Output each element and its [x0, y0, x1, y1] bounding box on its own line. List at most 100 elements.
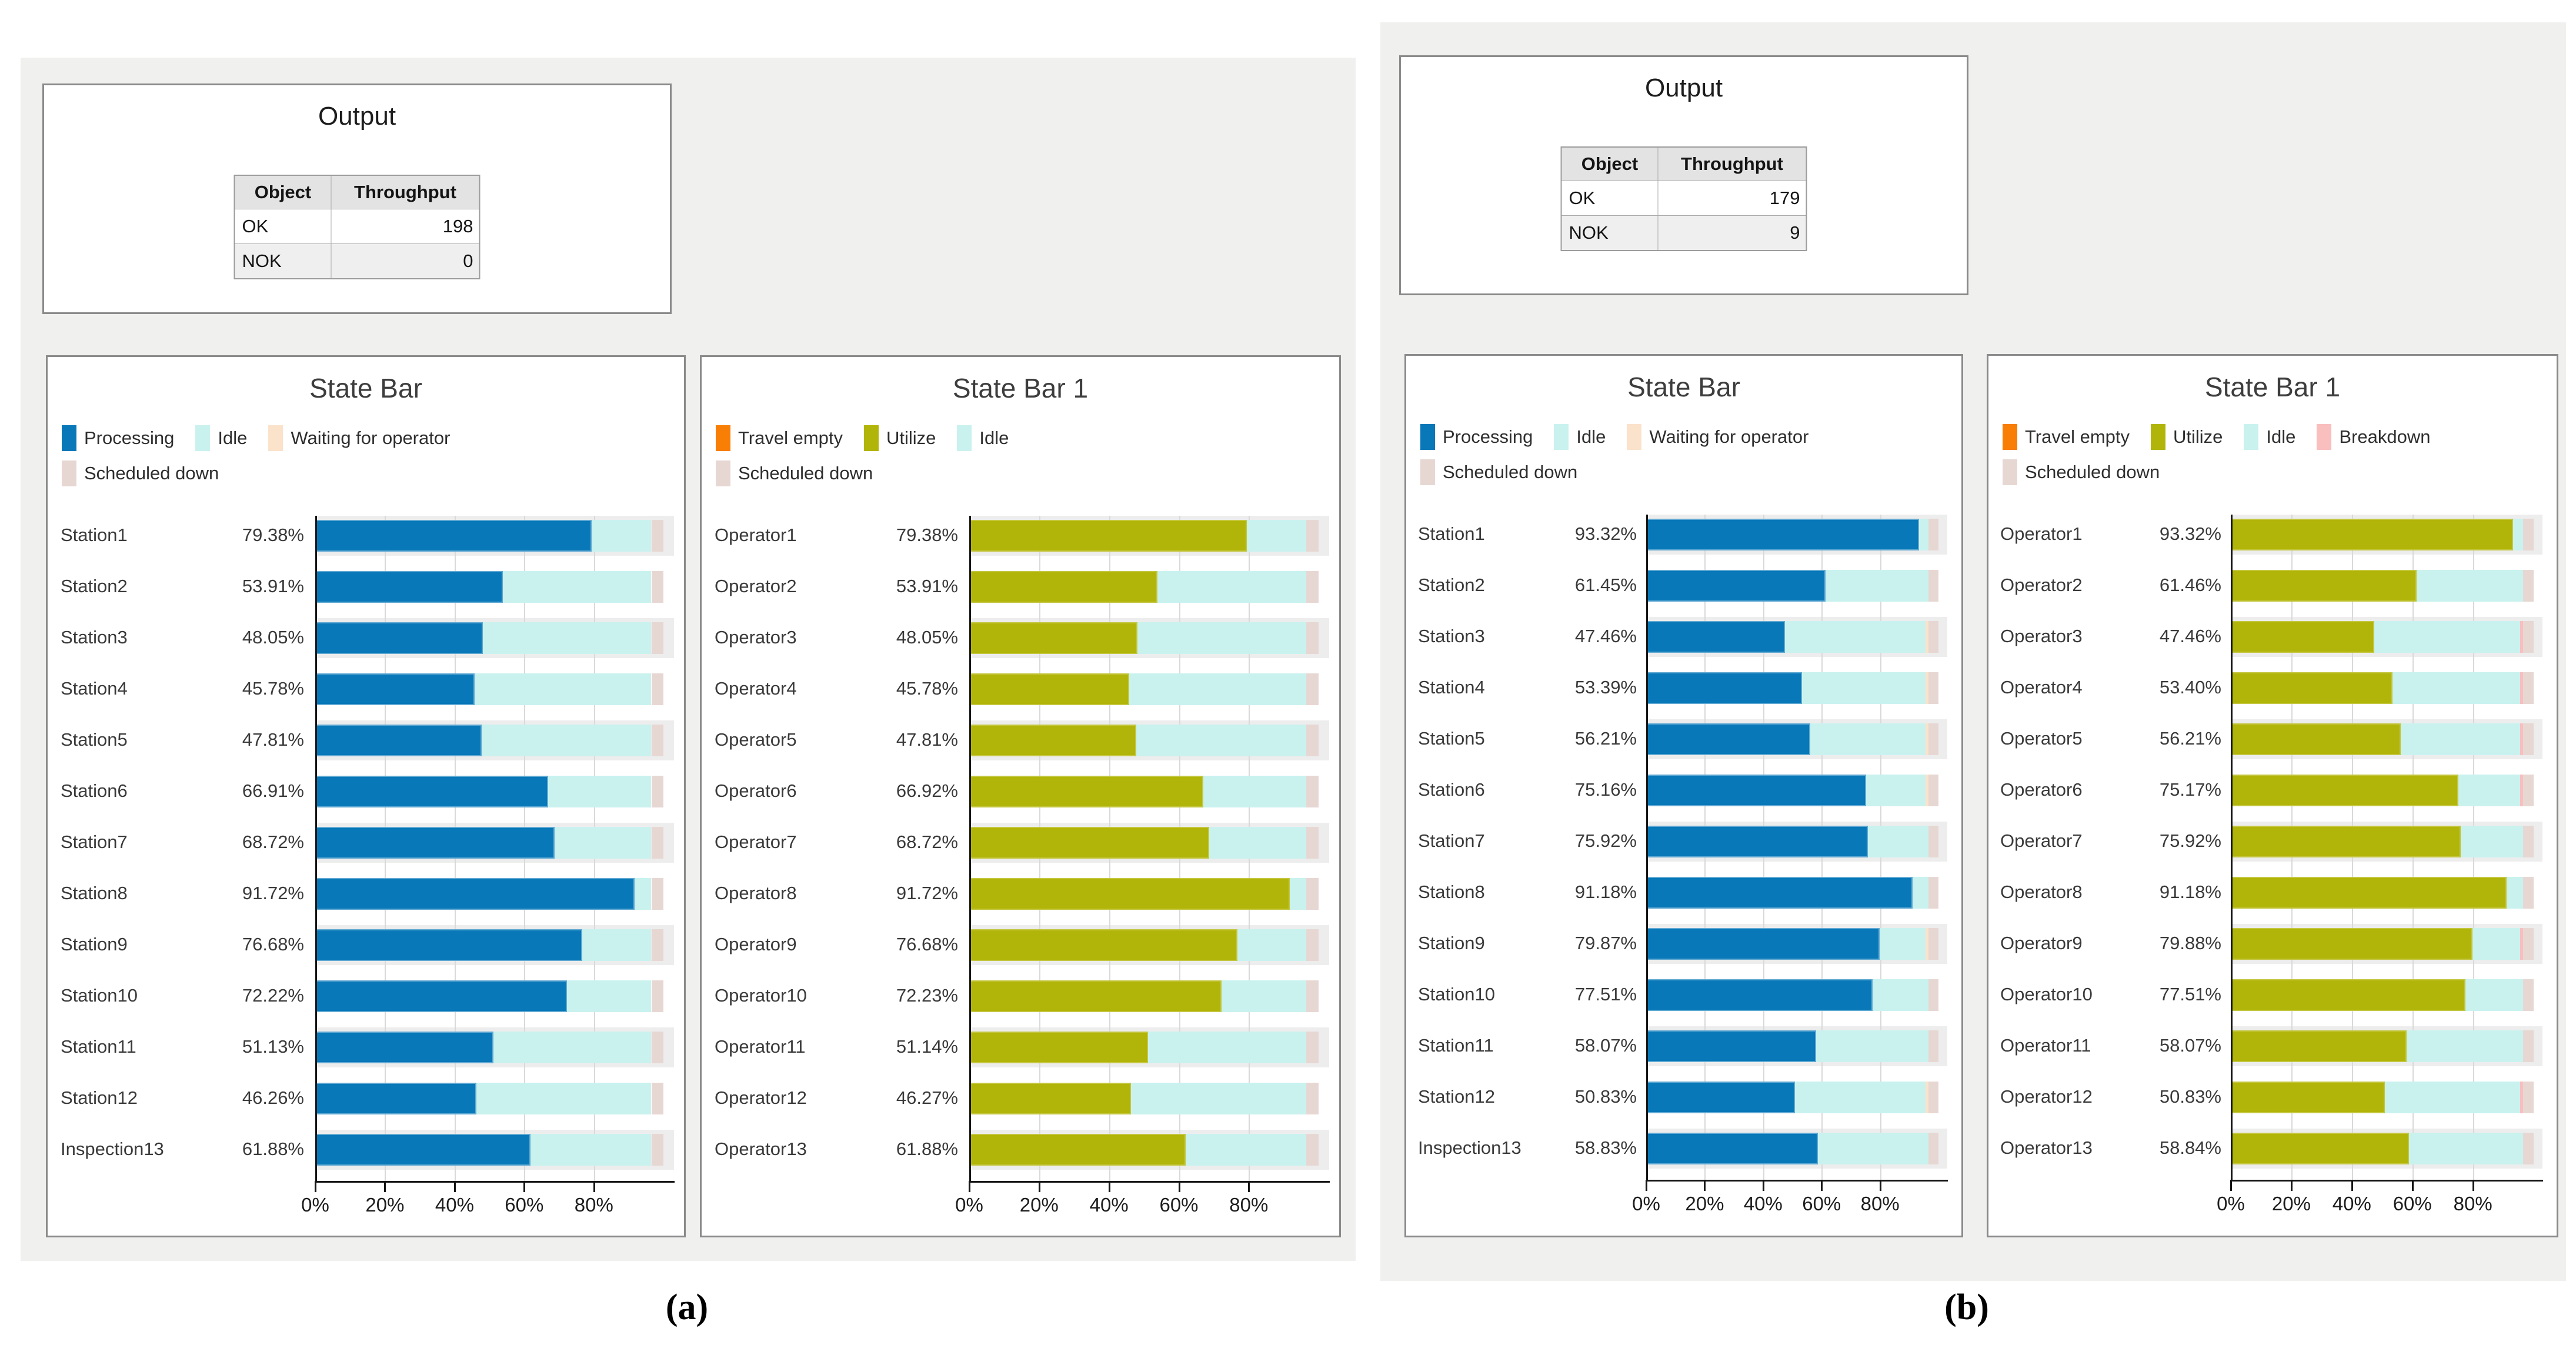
bar-segment-utilize — [2231, 672, 2393, 704]
bar-segment-scheduled — [2522, 979, 2534, 1011]
axis-tick-label: 60% — [505, 1194, 544, 1216]
axis-tick — [593, 1183, 595, 1192]
axis-tick-label: 60% — [1159, 1194, 1199, 1216]
legend-swatch-waiting — [1627, 424, 1642, 450]
bar-segment-scheduled — [1306, 1134, 1319, 1166]
bar-segment-processing — [315, 571, 503, 603]
chart-state-bar-b: State Bar Processing Idle Waiting for opera… — [1404, 354, 1963, 1237]
chart-title: State Bar — [309, 373, 422, 403]
bar-segment-scheduled — [1928, 826, 1939, 857]
bar-segment-idle — [1918, 519, 1928, 550]
axis-tick — [969, 1183, 970, 1192]
bar-segment-processing — [1646, 672, 1803, 704]
axis-tick-label: 80% — [1860, 1193, 1900, 1214]
legend-label: Scheduled down — [1443, 462, 1578, 482]
legend-label: Waiting for operator — [1649, 426, 1809, 447]
axis-tick-label: 20% — [2271, 1193, 2311, 1214]
axis-tick — [523, 1183, 526, 1192]
axis-tick — [1879, 1182, 1881, 1191]
legend-label: Utilize — [2173, 426, 2223, 447]
bar-segment-idle — [2458, 775, 2520, 806]
bar-row-value: 93.32% — [2159, 523, 2221, 544]
axis-tick — [315, 1183, 316, 1192]
bar-row-label: Operator11 — [715, 1036, 806, 1057]
bar-row-label: Station3 — [61, 627, 128, 648]
bar-segment-utilize — [969, 673, 1129, 705]
legend-item-waiting: Waiting for operator — [1627, 424, 1808, 450]
bar-segment-scheduled — [1928, 570, 1939, 602]
bar-row-value: 61.88% — [242, 1139, 304, 1159]
bar-row-value: 48.05% — [242, 627, 304, 648]
axis-tick — [1704, 1182, 1706, 1191]
bar-row-value: 91.18% — [1574, 882, 1637, 902]
bar-segment-scheduled — [651, 1134, 664, 1166]
bar-segment-idle — [548, 776, 652, 807]
bar-row-value: 79.87% — [1574, 933, 1637, 953]
bar-row-label: Operator5 — [2000, 728, 2083, 749]
output-box-b: Output Object Throughput OK 179 NOK 9 — [1399, 55, 1968, 295]
axis-tick-label: 20% — [1019, 1194, 1059, 1216]
bar-row-label: Operator2 — [2000, 575, 2083, 595]
output-cell-throughput: 179 — [1657, 181, 1807, 216]
bar-segment-processing — [1646, 877, 1913, 909]
axis-tick-label: 40% — [1089, 1194, 1129, 1216]
axis-tick — [384, 1183, 386, 1192]
legend-line-2: Scheduled down — [2003, 459, 2181, 485]
bar-segment-utilize — [969, 980, 1222, 1012]
bar-row-label: Station11 — [61, 1036, 136, 1057]
bar-segment-scheduled — [1306, 1032, 1319, 1063]
bar-segment-idle — [1157, 571, 1307, 603]
bar-segment-processing — [315, 776, 549, 807]
bar-segment-utilize — [2231, 723, 2401, 755]
chart-state-bar-1-a: State Bar 1 Travel empty Utilize Idle Schedu… — [700, 355, 1341, 1237]
bar-row-value: 58.83% — [1574, 1137, 1637, 1158]
bar-segment-scheduled — [651, 776, 664, 807]
axis-tick — [1248, 1183, 1250, 1192]
bar-row-value: 75.17% — [2159, 779, 2221, 800]
bar-segment-idle — [476, 1083, 652, 1114]
bar-segment-utilize — [969, 1032, 1148, 1063]
bar-segment-idle — [2408, 1133, 2523, 1164]
output-cell-object: NOK — [234, 243, 332, 279]
bar-segment-utilize — [969, 1134, 1186, 1166]
bar-segment-utilize — [969, 571, 1158, 603]
bar-row-value: 56.21% — [2159, 728, 2221, 749]
bar-row-label: Operator3 — [2000, 626, 2083, 646]
axis-tick-label: 60% — [2393, 1193, 2432, 1214]
bar-segment-scheduled — [651, 929, 664, 961]
caption-b: (b) — [1944, 1287, 1989, 1327]
bar-row-value: 72.23% — [896, 985, 958, 1006]
bar-row-label: Station12 — [61, 1087, 138, 1108]
axis-tick-label: 40% — [2332, 1193, 2371, 1214]
bar-segment-idle — [1237, 929, 1307, 961]
legend-swatch-scheduled — [1420, 459, 1435, 485]
bar-segment-scheduled — [1928, 1082, 1939, 1113]
bar-segment-breakdown — [2520, 928, 2523, 960]
bar-segment-utilize — [969, 622, 1137, 654]
bar-row-value: 91.72% — [896, 883, 958, 903]
legend-item-idle: Idle — [1554, 424, 1606, 450]
bar-row-label: Station12 — [1418, 1086, 1495, 1107]
bar-segment-idle — [1913, 877, 1928, 909]
bar-segment-idle — [1784, 621, 1926, 653]
bar-row-value: 61.46% — [2159, 575, 2221, 595]
axis-tick — [2230, 1182, 2232, 1191]
bar-row-label: Operator11 — [2000, 1035, 2091, 1056]
axis-tick — [2472, 1182, 2474, 1191]
legend-swatch-utilize — [2151, 424, 2166, 450]
bar-segment-utilize — [969, 929, 1237, 961]
axis-tick — [1108, 1183, 1110, 1192]
bar-row-label: Station11 — [1418, 1035, 1494, 1056]
bar-segment-scheduled — [1928, 723, 1939, 755]
bar-row-label: Station2 — [61, 576, 128, 596]
bar-segment-scheduled — [2522, 519, 2534, 550]
bar-segment-breakdown — [2520, 672, 2523, 704]
bar-segment-scheduled — [651, 1032, 664, 1063]
bar-segment-scheduled — [651, 980, 664, 1012]
bar-row-label: Operator8 — [715, 883, 797, 903]
bar-segment-scheduled — [1928, 621, 1939, 653]
legend-item-scheduled: Scheduled down — [716, 460, 873, 486]
bar-segment-scheduled — [1306, 980, 1319, 1012]
bar-row-value: 45.78% — [896, 678, 958, 699]
chart-state-bar-a: State Bar Processing Idle Waiting for opera… — [46, 355, 686, 1237]
